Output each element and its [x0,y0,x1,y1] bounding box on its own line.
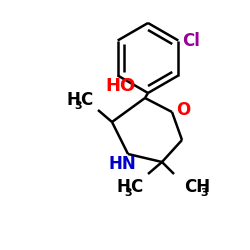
Text: H: H [116,178,130,196]
Text: H: H [66,91,80,109]
Text: 3: 3 [124,188,132,198]
Text: CH: CH [184,178,210,196]
Text: C: C [130,178,142,196]
Text: O: O [176,101,190,119]
Text: HO: HO [105,77,135,95]
Text: Cl: Cl [182,32,200,50]
Text: 3: 3 [200,188,207,198]
Text: C: C [80,91,92,109]
Text: 3: 3 [74,101,82,111]
Text: HN: HN [108,155,136,173]
